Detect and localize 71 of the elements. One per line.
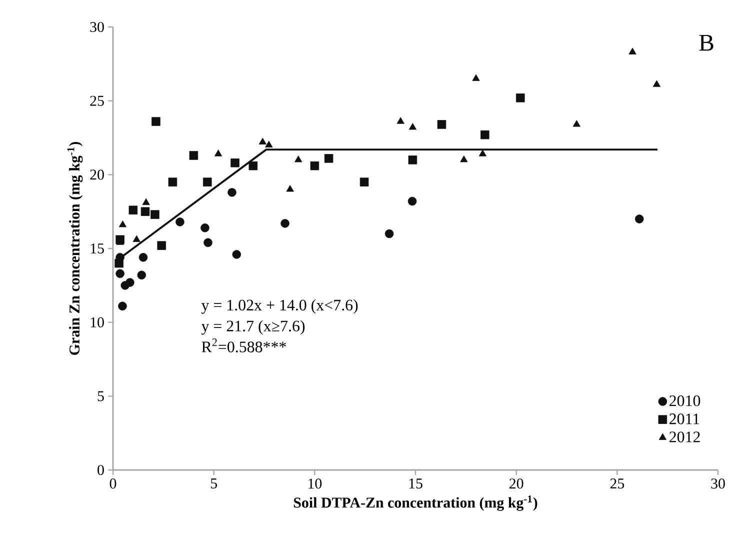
x-tick-label: 30: [711, 478, 725, 489]
point: [176, 218, 184, 226]
point: [137, 270, 146, 280]
y-tick-label: 10: [90, 317, 104, 328]
y-axis-title: Grain Zn concentration (mg kg$^{-1}$): [67, 142, 83, 355]
x-tick-label: 15: [409, 478, 422, 489]
x-tick-label: 5: [210, 478, 217, 488]
point: [232, 250, 242, 259]
point: [360, 178, 369, 186]
point: [480, 130, 490, 140]
y-tick-label: 25: [90, 96, 104, 106]
legend-label: 2011: [670, 414, 700, 424]
point: [634, 214, 644, 224]
point: [286, 185, 294, 192]
y-tick-label: 15: [90, 244, 104, 254]
point: [142, 198, 150, 206]
legend-label: 2010: [670, 395, 700, 406]
point: [437, 120, 446, 129]
point: [157, 241, 166, 250]
point: [152, 117, 160, 126]
y-tick-label: 30: [90, 22, 104, 32]
annotation: R$^{2}$=0.588***: [202, 338, 286, 352]
point: [310, 161, 320, 170]
point: [294, 156, 302, 162]
point: [118, 220, 127, 228]
point: [652, 80, 661, 87]
annotation: B: [699, 34, 714, 51]
point: [408, 196, 417, 206]
point: [472, 74, 480, 81]
x-tick-label: 20: [510, 478, 524, 489]
point: [116, 269, 124, 278]
point: [265, 140, 273, 148]
point: [128, 206, 138, 214]
point: [258, 138, 266, 144]
y-tick-label: 0: [98, 464, 104, 476]
point: [200, 223, 210, 232]
point: [384, 229, 394, 238]
annotation: y = 21.7 (x≥7.6): [201, 320, 305, 335]
point: [228, 188, 236, 197]
point: [140, 207, 150, 216]
y-tick-label: 20: [90, 170, 104, 180]
point: [628, 48, 636, 54]
point: [478, 150, 486, 156]
point: [168, 178, 178, 186]
point: [460, 156, 468, 162]
x-tick-label: 10: [308, 478, 322, 489]
x-tick-label: 25: [610, 478, 624, 489]
point: [408, 156, 418, 164]
point: [189, 151, 198, 160]
point: [126, 278, 134, 287]
point: [114, 258, 124, 268]
point: [408, 123, 417, 130]
point: [150, 210, 160, 219]
point: [202, 178, 212, 186]
point: [280, 219, 290, 228]
point: [248, 161, 258, 170]
y-tick-label: 5: [98, 391, 104, 402]
point: [230, 158, 240, 168]
point: [138, 252, 148, 262]
point: [204, 238, 212, 247]
legend-label: 2012: [670, 432, 700, 442]
point: [396, 117, 404, 124]
x-tick-label: 0: [110, 478, 116, 489]
point: [572, 120, 580, 127]
annotation: y = 1.02x + 14.0 (x<7.6): [201, 299, 358, 314]
point: [118, 302, 127, 310]
x-axis-title: Soil DTPA-Zn concentration (mg kg$^{-1}$): [294, 495, 538, 511]
point: [324, 154, 334, 163]
point: [132, 235, 140, 242]
point: [214, 150, 222, 156]
point: [516, 93, 525, 102]
